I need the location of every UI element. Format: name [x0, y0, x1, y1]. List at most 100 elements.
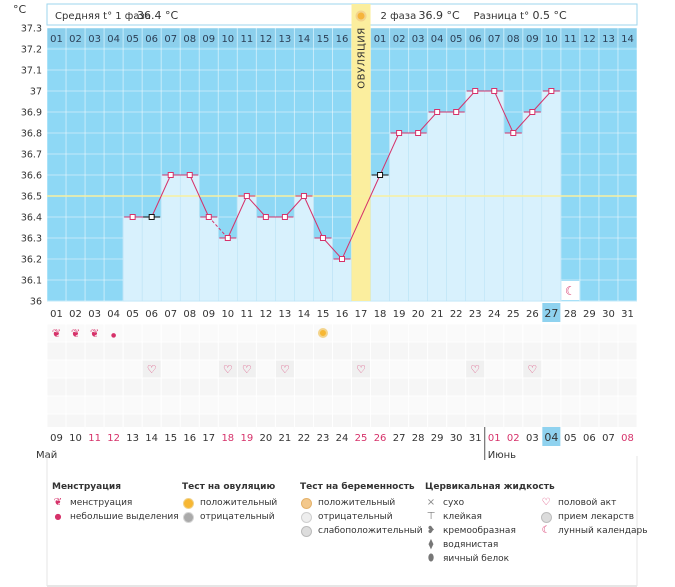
cycle-day-label: 08 [183, 309, 196, 320]
symptom-cell [142, 378, 161, 396]
date-cell [237, 427, 256, 446]
symptom-cell [618, 324, 637, 342]
temp-bar [427, 111, 447, 302]
heart-icon: ♡ [147, 363, 157, 376]
pregnancy-negative-icon [300, 511, 312, 523]
symptom-cell [218, 396, 237, 414]
symptom-cell [294, 360, 313, 378]
heart-cell [142, 360, 161, 378]
date-label: 18 [221, 433, 234, 444]
cycle-day-label: 07 [164, 309, 177, 320]
temp-bar [446, 111, 466, 302]
cycle-day-cell [447, 303, 466, 322]
symptom-cell [66, 378, 85, 396]
date-cell [66, 427, 85, 446]
cycle-day-label: 13 [279, 309, 292, 320]
date-cell [313, 427, 332, 446]
top-day-label: 11 [564, 34, 577, 45]
symptom-cell [542, 396, 561, 414]
date-label: 23 [317, 433, 330, 444]
temp-point [491, 88, 498, 94]
top-day-label: 15 [317, 34, 330, 45]
legend-label: небольшие выделения [70, 512, 179, 522]
symptom-cell [504, 342, 523, 360]
sun-icon [355, 10, 367, 22]
top-day-label: 14 [621, 34, 634, 45]
top-day-label: 04 [431, 34, 444, 45]
legend-label: яичный белок [443, 554, 510, 564]
symptom-cell [561, 396, 580, 414]
temp-bar [408, 132, 428, 302]
symptom-cell [390, 324, 409, 342]
symptom-cell [180, 324, 199, 342]
symptom-cell [542, 378, 561, 396]
symptom-cell [66, 324, 85, 342]
y-tick-label: 36.3 [21, 234, 42, 245]
symptom-cell [256, 378, 275, 396]
cycle-day-cell [542, 303, 561, 322]
symptom-cell [561, 378, 580, 396]
symptom-cell [256, 342, 275, 360]
cycle-day-cell [237, 303, 256, 322]
symptom-cell [599, 360, 618, 378]
cycle-day-cell [313, 303, 332, 322]
cycle-day-cell [104, 303, 123, 322]
symptom-cell [180, 342, 199, 360]
symptom-cell [409, 342, 428, 360]
symptom-cell [618, 360, 637, 378]
legend-cervical-fluid: Цервикальная жидкость × сухо ⊤ клейкая ❥… [425, 482, 555, 566]
symptom-cell [542, 324, 561, 342]
symptom-cell [332, 360, 352, 378]
temp-point [281, 214, 288, 220]
temp-bar [389, 132, 409, 302]
temp-point [224, 235, 231, 241]
cycle-day-label: 09 [202, 309, 215, 320]
cycle-day-cell [218, 303, 237, 322]
menstruation-icon: ❦ [52, 327, 61, 340]
cycle-day-cell [332, 303, 352, 322]
top-day-cell [504, 28, 523, 47]
symptom-cell [104, 378, 123, 396]
cycle-day-label: 19 [393, 309, 406, 320]
symptom-cell [523, 342, 542, 360]
cycle-day-label: 03 [88, 309, 101, 320]
temp-bar [370, 174, 390, 302]
top-day-label: 09 [202, 34, 215, 45]
top-day-label: 16 [336, 34, 349, 45]
top-day-cell [618, 28, 637, 47]
symptom-cell [371, 324, 390, 342]
symptom-cell [580, 378, 599, 396]
y-tick-label: 37.3 [21, 24, 42, 35]
symptom-cell [161, 396, 180, 414]
symptom-cell [180, 396, 199, 414]
top-day-cell [390, 28, 409, 47]
symptom-cell [180, 378, 199, 396]
symptom-cell [371, 396, 390, 414]
symptom-cell [447, 378, 466, 396]
symptom-cell [199, 342, 218, 360]
date-cell [447, 427, 466, 446]
symptom-cell [485, 324, 504, 342]
symptom-cell [294, 324, 313, 342]
y-tick-label: 37 [30, 87, 42, 98]
date-label: 22 [298, 433, 311, 444]
symptom-cell [390, 396, 409, 414]
temp-bar [522, 111, 543, 302]
cycle-day-label: 18 [374, 309, 387, 320]
cycle-day-cell [599, 303, 618, 322]
ovulation-label: ОВУЛЯЦИЯ [357, 27, 368, 89]
y-tick-label: 36.6 [21, 171, 42, 182]
symptom-cell [256, 324, 275, 342]
legend-label: половой акт [558, 498, 617, 508]
date-label: 15 [164, 433, 177, 444]
symptom-cell [390, 378, 409, 396]
symptom-cell [504, 396, 523, 414]
diff-label: Разница t° [474, 11, 530, 22]
watery-drop-icon: ⧫ [428, 539, 434, 550]
symptom-cell [313, 342, 332, 360]
temp-line-segment [227, 195, 248, 239]
legend-pregnancy-positive: положительный [300, 496, 423, 510]
symptom-cell [523, 378, 542, 396]
eggwhite-icon: ⬮ [427, 553, 435, 564]
